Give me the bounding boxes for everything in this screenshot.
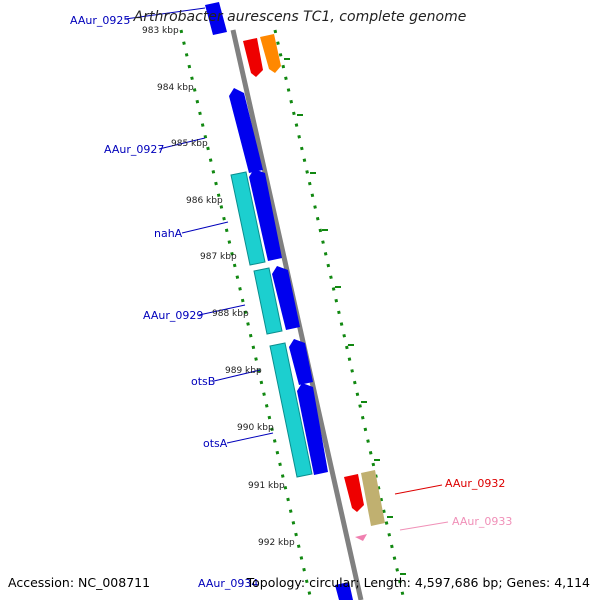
label-leaders xyxy=(124,7,449,531)
gene-orange-arrow[interactable] xyxy=(260,34,281,73)
gene-aaur-0932-arrow[interactable] xyxy=(344,474,364,512)
cds-features xyxy=(230,171,313,478)
leader-line xyxy=(226,432,274,444)
leader-line xyxy=(181,221,229,234)
leader-line xyxy=(124,7,206,20)
reverse-genes xyxy=(243,34,385,541)
leader-line xyxy=(198,304,246,316)
leader-line xyxy=(394,484,443,495)
scale-labels: 983 kbp 984 kbp 985 kbp 986 kbp 987 kbp 988 k… xyxy=(142,26,295,548)
gene-label-aaur-0932[interactable]: AAur_0932 xyxy=(445,477,505,490)
cds-feature[interactable] xyxy=(230,171,266,266)
gene-aaur-0925-arrow[interactable] xyxy=(205,2,227,35)
gene-label-aaur-0927[interactable]: AAur_0927 xyxy=(104,143,164,156)
gene-otsB-arrow[interactable] xyxy=(289,339,313,385)
scale-label: 985 kbp xyxy=(171,139,208,149)
gene-otsA-arrow[interactable] xyxy=(297,383,328,475)
gene-small-pink-arrow[interactable] xyxy=(355,534,367,541)
scale-label: 991 kbp xyxy=(248,481,285,491)
scale-label: 984 kbp xyxy=(157,83,194,93)
scale-label: 983 kbp xyxy=(142,26,179,36)
leader-line xyxy=(158,137,206,150)
outer-tick-row xyxy=(273,29,406,600)
scale-label: 989 kbp xyxy=(225,366,262,376)
gene-aaur-0929-arrow[interactable] xyxy=(272,266,300,330)
gene-label-otsb[interactable]: otsB xyxy=(191,375,215,388)
scale-label: 988 kbp xyxy=(212,309,249,319)
major-ticks xyxy=(284,58,406,575)
gene-aaur-0934-arrow[interactable] xyxy=(335,582,353,600)
cds-feature[interactable] xyxy=(253,267,283,335)
inner-tick-row xyxy=(179,29,313,600)
gene-aaur-0933-arrow[interactable] xyxy=(361,470,385,526)
forward-genes xyxy=(205,2,353,600)
scale-label: 987 kbp xyxy=(200,252,237,262)
gene-label-aaur-0925[interactable]: AAur_0925 xyxy=(70,14,130,27)
scale-label: 992 kbp xyxy=(258,538,295,548)
scale-label: 990 kbp xyxy=(237,423,274,433)
accession-label: Accession: NC_008711 xyxy=(8,575,151,590)
leader-line xyxy=(213,369,261,382)
leader-line xyxy=(399,521,449,531)
cds-feature[interactable] xyxy=(269,342,313,478)
tick-rows xyxy=(179,29,406,600)
gene-label-naha[interactable]: nahA xyxy=(154,227,183,240)
gene-label-aaur-0933[interactable]: AAur_0933 xyxy=(452,515,512,528)
gene-labels: AAur_0925 AAur_0927 nahA AAur_0929 otsB otsA A… xyxy=(70,14,512,528)
gene-red-arrow-top[interactable] xyxy=(243,38,263,77)
gene-label-aaur-0929[interactable]: AAur_0929 xyxy=(143,309,203,322)
map-title: Arthrobacter aurescens TC1, complete gen… xyxy=(133,9,467,25)
scale-label: 986 kbp xyxy=(186,196,223,206)
gene-label-otsa[interactable]: otsA xyxy=(203,437,228,450)
gene-aaur-0927-arrow[interactable] xyxy=(229,88,263,173)
gene-nahA-arrow[interactable] xyxy=(249,169,282,261)
gene-label-aaur-0934[interactable]: AAur_0934 xyxy=(198,577,259,590)
genome-summary: Topology: circular; Length: 4,597,686 bp… xyxy=(246,575,590,590)
